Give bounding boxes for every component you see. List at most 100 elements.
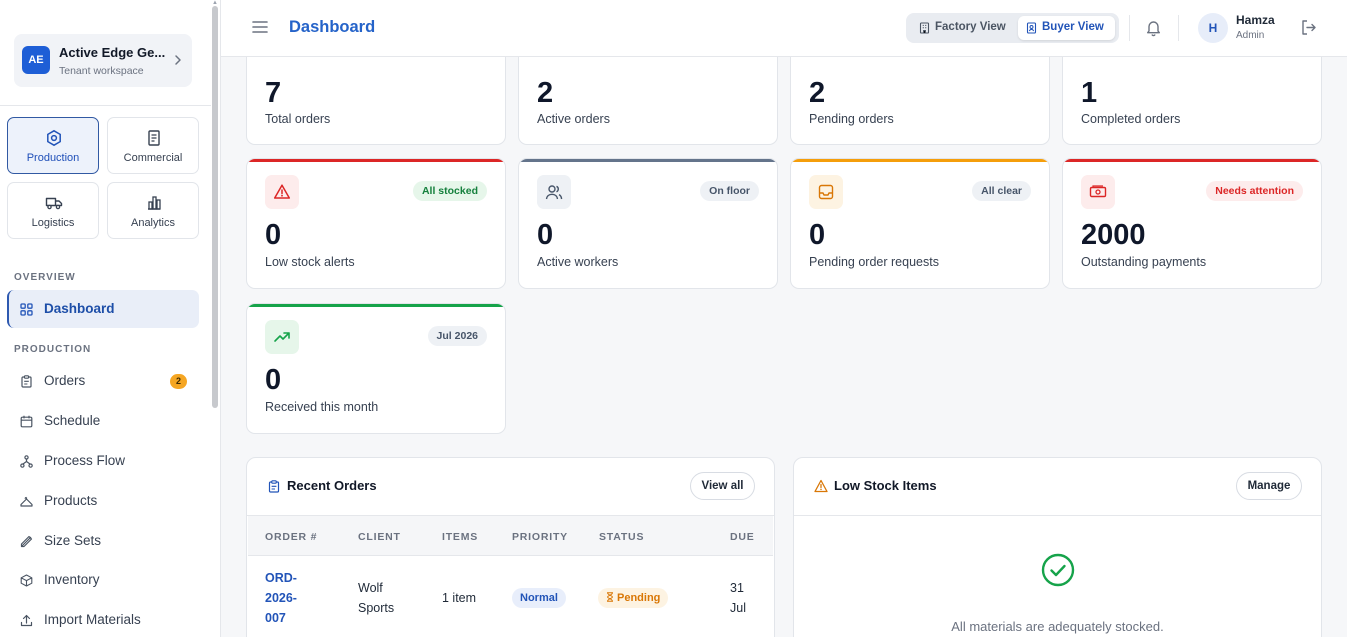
sidebar-item-label: Schedule <box>44 413 101 428</box>
sidebar-item-label: Orders <box>44 373 86 388</box>
stat-label: Pending orders <box>809 112 894 126</box>
workspace-subtitle: Tenant workspace <box>59 65 144 77</box>
module-label: Analytics <box>130 217 176 229</box>
card-accent-bar <box>247 304 505 307</box>
inbox-icon <box>818 184 834 200</box>
column-header[interactable]: PRIORITY <box>512 531 568 543</box>
user-avatar[interactable]: H <box>1198 13 1228 43</box>
stat-label: Total orders <box>265 112 331 126</box>
buyer-view-button[interactable]: Buyer View <box>1018 16 1115 40</box>
orders-count-badge: 2 <box>170 374 187 389</box>
sidebar: ▲ AE Active Edge Ge... Tenant workspace … <box>0 0 221 637</box>
workflow-icon <box>20 455 33 468</box>
stat-value: 2 <box>537 77 554 109</box>
view-all-button[interactable]: View all <box>690 472 755 500</box>
table-header: ORDER # CLIENT ITEMS PRIORITY STATUS DUE <box>248 516 773 556</box>
sidebar-item-products[interactable]: Products <box>7 482 199 520</box>
panel-divider <box>794 515 1321 516</box>
stat-value: 2000 <box>1081 219 1146 251</box>
section-label-overview: OVERVIEW <box>14 272 76 283</box>
sidebar-scrollbar[interactable] <box>212 6 218 408</box>
truck-icon <box>45 194 63 212</box>
user-role: Admin <box>1236 30 1265 41</box>
stat-label: Outstanding payments <box>1081 255 1207 269</box>
sidebar-scroll-up-arrow[interactable]: ▲ <box>212 0 218 6</box>
column-header[interactable]: CLIENT <box>358 531 401 543</box>
menu-icon[interactable] <box>252 19 268 35</box>
manage-button[interactable]: Manage <box>1236 472 1302 500</box>
stat-card-pending-order-requests[interactable]: All clear 0 Pending order requests <box>790 158 1050 289</box>
grid-icon <box>20 303 33 316</box>
stat-icon-box <box>537 175 571 209</box>
header-divider <box>1178 15 1179 41</box>
client-cell: Wolf Sports <box>358 581 395 615</box>
status-badge: Jul 2026 <box>427 326 487 346</box>
sidebar-item-import-materials[interactable]: Import Materials <box>7 601 199 637</box>
recent-orders-panel: Recent Orders View all ORDER # CLIENT IT… <box>246 457 775 637</box>
package-icon <box>20 574 33 587</box>
factory-view-label: Factory View <box>935 21 1006 33</box>
sidebar-item-dashboard[interactable]: Dashboard <box>7 290 199 328</box>
hourglass-icon <box>606 592 614 602</box>
module-label: Logistics <box>31 217 75 229</box>
panel-title: Recent Orders <box>287 478 377 493</box>
module-production[interactable]: Production <box>7 117 99 174</box>
card-accent-bar <box>791 159 1049 162</box>
building-icon <box>919 22 930 34</box>
top-header: Dashboard Factory View Buyer View H Hamz… <box>221 0 1347 57</box>
column-header[interactable]: ORDER # <box>265 531 318 543</box>
bell-icon[interactable] <box>1145 19 1162 37</box>
stat-value: 7 <box>265 77 282 109</box>
sidebar-item-schedule[interactable]: Schedule <box>7 402 199 440</box>
module-commercial[interactable]: Commercial <box>107 117 199 174</box>
production-icon <box>45 129 63 147</box>
banknote-icon <box>1089 185 1107 198</box>
sidebar-item-orders[interactable]: Orders 2 <box>7 362 199 400</box>
sidebar-item-label: Size Sets <box>44 533 102 548</box>
order-number-link[interactable]: ORD- 2026- 007 <box>265 571 297 625</box>
module-logistics[interactable]: Logistics <box>7 182 99 239</box>
users-icon <box>545 185 563 200</box>
stat-icon-box <box>265 320 299 354</box>
factory-view-button[interactable]: Factory View <box>911 16 1014 40</box>
stat-label: Active orders <box>537 112 610 126</box>
status-badge: Pending <box>598 588 669 608</box>
header-divider <box>1129 15 1130 41</box>
column-header[interactable]: ITEMS <box>442 531 479 543</box>
column-header[interactable]: STATUS <box>599 531 645 543</box>
module-label: Production <box>26 152 80 164</box>
module-analytics[interactable]: Analytics <box>107 182 199 239</box>
stat-value: 0 <box>265 364 282 396</box>
panel-title: Low Stock Items <box>834 478 937 493</box>
sidebar-item-inventory[interactable]: Inventory <box>7 561 199 599</box>
card-accent-bar <box>247 159 505 162</box>
stat-card-outstanding-payments[interactable]: Needs attention 2000 Outstanding payment… <box>1062 158 1322 289</box>
warning-icon <box>814 479 828 493</box>
status-text: Pending <box>617 592 661 604</box>
stat-label: Active workers <box>537 255 619 269</box>
stat-label: Received this month <box>265 400 379 414</box>
calendar-icon <box>20 415 33 428</box>
buyer-view-label: Buyer View <box>1042 21 1104 33</box>
low-stock-panel: Low Stock Items Manage All materials are… <box>793 457 1322 637</box>
sidebar-item-label: Process Flow <box>44 453 126 468</box>
logout-icon[interactable] <box>1300 19 1317 36</box>
sidebar-item-process-flow[interactable]: Process Flow <box>7 442 199 480</box>
stat-icon-box <box>809 175 843 209</box>
stat-card-low-stock-alerts[interactable]: All stocked 0 Low stock alerts <box>246 158 506 289</box>
card-accent-bar <box>519 159 777 162</box>
sidebar-item-label: Inventory <box>44 572 100 587</box>
stat-card-active-workers[interactable]: On floor 0 Active workers <box>518 158 778 289</box>
chevron-right-icon <box>172 54 184 66</box>
column-header[interactable]: DUE <box>730 531 755 543</box>
stat-icon-box <box>1081 175 1115 209</box>
stat-card-received-this-month[interactable]: Jul 2026 0 Received this month <box>246 303 506 434</box>
stat-value: 0 <box>265 219 282 251</box>
due-cell: 31 Jul <box>730 581 746 615</box>
sidebar-item-size-sets[interactable]: Size Sets <box>7 522 199 560</box>
workspace-name: Active Edge Ge... <box>59 45 166 60</box>
user-name[interactable]: Hamza <box>1236 13 1275 27</box>
alert-triangle-icon <box>273 184 291 199</box>
workspace-switcher[interactable]: AE Active Edge Ge... Tenant workspace <box>14 34 192 87</box>
sidebar-item-label: Dashboard <box>44 301 115 316</box>
